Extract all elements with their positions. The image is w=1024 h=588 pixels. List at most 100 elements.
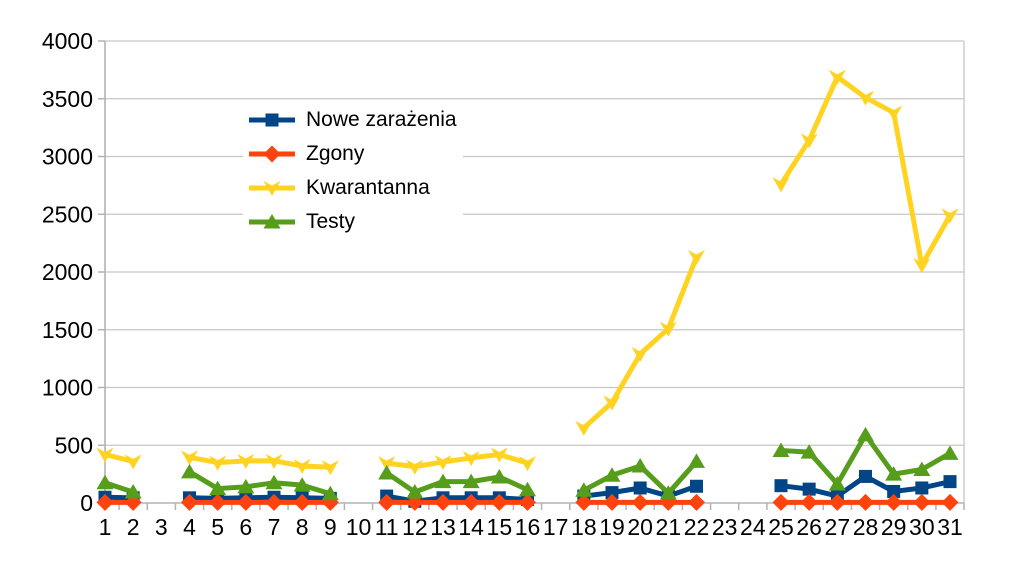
data-point-marker-nowe-zara-enia bbox=[802, 482, 816, 496]
series-line-kwarantanna bbox=[581, 254, 699, 431]
data-point-marker-kwarantanna bbox=[800, 133, 818, 149]
x-axis-label: 4 bbox=[183, 514, 196, 540]
x-axis-label: 17 bbox=[543, 514, 569, 540]
x-axis-label: 6 bbox=[239, 514, 252, 540]
data-point-marker-nowe-zara-enia bbox=[943, 475, 957, 489]
legend-swatch-testy bbox=[249, 214, 295, 229]
data-point-marker-nowe-zara-enia bbox=[633, 481, 647, 495]
legend-label: Nowe zarażenia bbox=[306, 108, 457, 131]
data-point-marker-zgony bbox=[490, 493, 508, 511]
data-point-marker-zgony bbox=[265, 493, 283, 511]
y-axis-label: 1000 bbox=[42, 375, 93, 401]
data-point-marker-kwarantanna bbox=[181, 450, 198, 466]
series-line-kwarantanna bbox=[187, 454, 333, 470]
y-axis-label: 4000 bbox=[42, 28, 93, 54]
y-axis-label: 500 bbox=[55, 432, 93, 458]
series-line-nowe-zara-enia bbox=[187, 494, 333, 501]
y-axis-label: 2000 bbox=[42, 259, 93, 285]
x-axis-label: 1 bbox=[99, 514, 112, 540]
data-point-marker-zgony bbox=[378, 493, 396, 511]
x-axis-label: 3 bbox=[155, 514, 168, 540]
legend-marker-testy bbox=[263, 214, 281, 229]
y-axis-label: 0 bbox=[80, 490, 93, 516]
data-point-marker-zgony bbox=[688, 493, 705, 511]
x-axis-label: 24 bbox=[740, 514, 766, 540]
data-point-marker-kwarantanna bbox=[857, 90, 874, 106]
data-point-marker-nowe-zara-enia bbox=[605, 486, 619, 500]
data-point-marker-testy bbox=[828, 475, 846, 491]
chart-legend: Nowe zarażenia Zgony Kwarantanna Testy bbox=[243, 101, 463, 243]
data-point-marker-testy bbox=[434, 473, 452, 489]
data-point-marker-kwarantanna bbox=[378, 456, 396, 472]
data-point-marker-testy bbox=[913, 461, 931, 477]
data-point-marker-zgony bbox=[603, 493, 621, 511]
x-axis-label: 21 bbox=[656, 514, 682, 540]
data-point-marker-testy bbox=[885, 466, 903, 481]
y-axis-label: 3000 bbox=[42, 144, 93, 170]
x-axis-label: 30 bbox=[909, 514, 935, 540]
x-axis-label: 23 bbox=[712, 514, 738, 540]
x-axis-label: 9 bbox=[324, 514, 337, 540]
data-point-marker-nowe-zara-enia bbox=[887, 484, 901, 498]
data-point-marker-zgony bbox=[828, 493, 846, 511]
data-point-marker-testy bbox=[181, 463, 198, 479]
data-point-marker-testy bbox=[603, 467, 621, 482]
x-axis-label: 27 bbox=[825, 514, 851, 540]
data-point-marker-kwarantanna bbox=[913, 258, 931, 274]
data-point-marker-kwarantanna bbox=[434, 454, 452, 470]
data-point-marker-kwarantanna bbox=[519, 456, 536, 472]
data-point-marker-kwarantanna bbox=[237, 453, 255, 469]
data-point-marker-kwarantanna bbox=[828, 69, 846, 85]
legend-swatch-zgony bbox=[249, 145, 295, 163]
x-axis-label: 29 bbox=[881, 514, 907, 540]
data-point-marker-zgony bbox=[575, 493, 593, 511]
y-axis-label: 2500 bbox=[42, 201, 93, 227]
data-point-marker-kwarantanna bbox=[209, 455, 227, 471]
legend-swatch-kwarantanna bbox=[249, 181, 295, 196]
data-point-marker-testy bbox=[321, 485, 339, 501]
legend-label: Testy bbox=[306, 210, 356, 233]
y-axis-label: 1500 bbox=[42, 317, 93, 343]
data-point-marker-testy bbox=[462, 473, 480, 489]
data-point-marker-kwarantanna bbox=[772, 177, 790, 193]
data-point-marker-zgony bbox=[237, 493, 255, 511]
data-point-marker-kwarantanna bbox=[659, 321, 677, 337]
data-point-marker-testy bbox=[941, 445, 959, 460]
data-point-marker-testy bbox=[688, 453, 705, 468]
legend-marker-nowe-zara-enia bbox=[265, 113, 279, 127]
x-axis-label: 13 bbox=[430, 514, 456, 540]
x-axis-label: 26 bbox=[796, 514, 822, 540]
data-point-marker-zgony bbox=[181, 493, 198, 511]
series-testy bbox=[96, 426, 959, 501]
data-point-marker-testy bbox=[378, 464, 396, 480]
series-zgony bbox=[96, 493, 959, 511]
data-point-marker-kwarantanna bbox=[490, 447, 508, 463]
data-point-marker-testy bbox=[857, 426, 874, 442]
y-axis-label: 3500 bbox=[42, 86, 93, 112]
data-point-marker-testy bbox=[265, 474, 283, 490]
legend-swatch-nowe-zara-enia bbox=[249, 113, 295, 127]
x-axis-label: 15 bbox=[487, 514, 513, 540]
x-axis-label: 10 bbox=[346, 514, 372, 540]
data-point-marker-kwarantanna bbox=[631, 347, 649, 363]
data-point-marker-nowe-zara-enia bbox=[915, 481, 929, 495]
legend-item-zgony: Zgony bbox=[247, 137, 457, 171]
data-point-marker-nowe-zara-enia bbox=[774, 479, 788, 493]
legend-marker-zgony bbox=[263, 145, 281, 163]
x-axis-label: 31 bbox=[937, 514, 963, 540]
data-point-marker-kwarantanna bbox=[265, 453, 283, 469]
legend-marker-kwarantanna bbox=[263, 181, 281, 196]
data-point-marker-zgony bbox=[631, 493, 649, 511]
data-point-marker-testy bbox=[575, 482, 593, 497]
data-point-marker-zgony bbox=[913, 493, 931, 511]
data-point-marker-kwarantanna bbox=[462, 450, 480, 466]
data-point-marker-kwarantanna bbox=[603, 395, 621, 411]
data-point-marker-zgony bbox=[209, 493, 227, 511]
legend-item-nowe-zara-enia: Nowe zarażenia bbox=[247, 103, 457, 137]
x-axis-label: 5 bbox=[211, 514, 224, 540]
data-point-marker-testy bbox=[631, 458, 649, 473]
x-axis-label: 28 bbox=[853, 514, 879, 540]
data-point-marker-kwarantanna bbox=[293, 459, 311, 475]
